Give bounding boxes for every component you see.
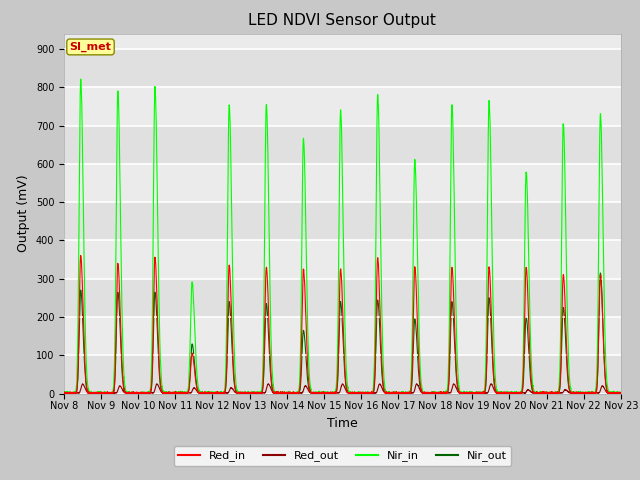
Bar (64, 202, 621, 240)
Bar (64, 279, 621, 317)
Bar (64, 49, 621, 87)
Bar (64, 11, 621, 49)
Bar (64, 87, 621, 125)
X-axis label: Time: Time (327, 417, 358, 430)
Bar (64, 125, 621, 164)
Legend: Red_in, Red_out, Nir_in, Nir_out: Red_in, Red_out, Nir_in, Nir_out (173, 446, 511, 466)
Bar (64, 164, 621, 202)
Y-axis label: Output (mV): Output (mV) (17, 175, 30, 252)
Bar (64, 355, 621, 394)
Text: SI_met: SI_met (70, 42, 111, 52)
Bar (64, 317, 621, 355)
Bar (64, 240, 621, 279)
Title: LED NDVI Sensor Output: LED NDVI Sensor Output (248, 13, 436, 28)
